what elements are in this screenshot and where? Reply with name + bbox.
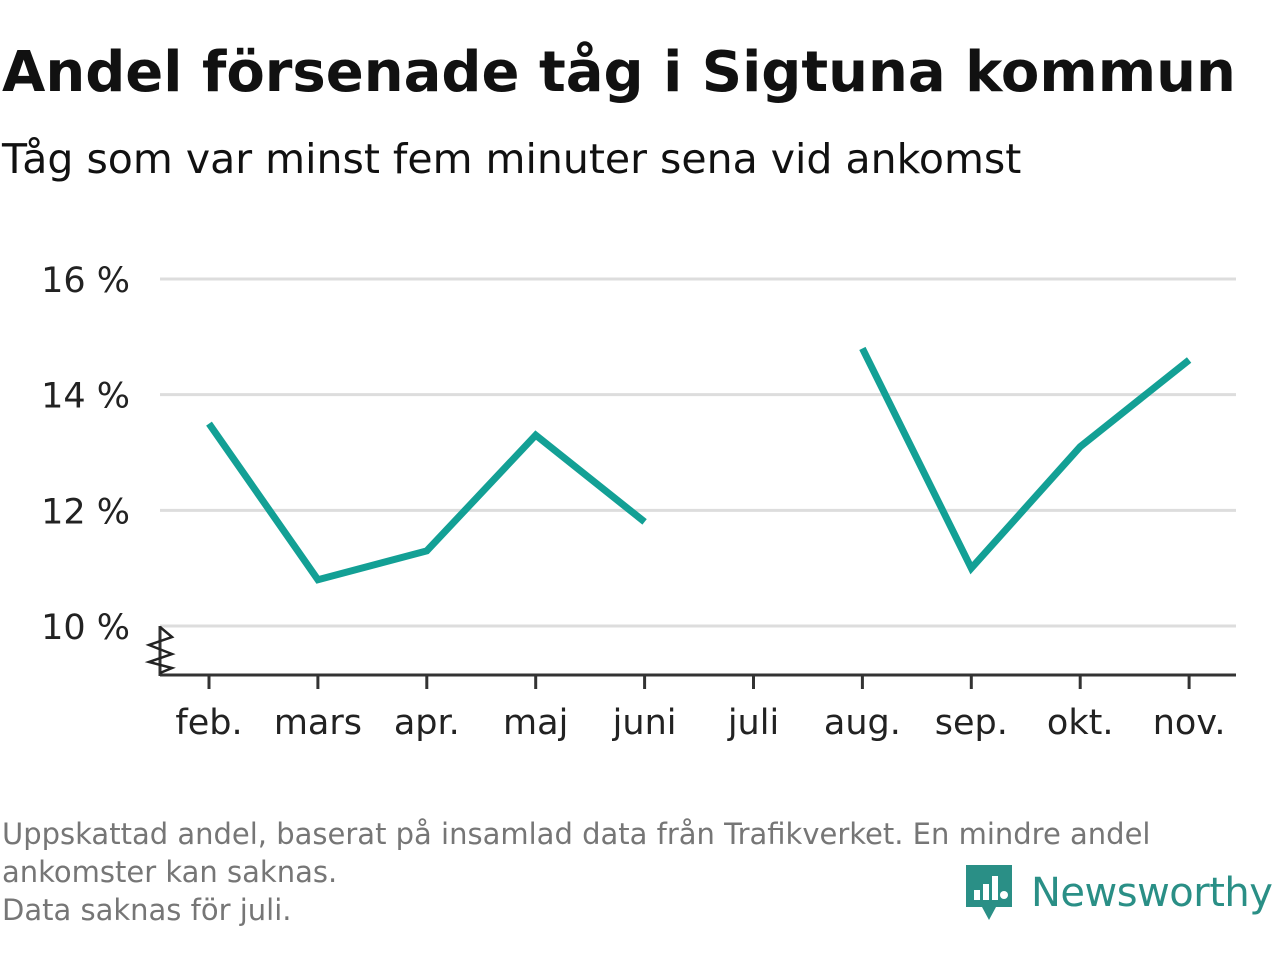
y-tick-label: 12 % xyxy=(41,492,130,532)
y-tick-label: 14 % xyxy=(41,377,130,417)
x-axis: feb. mars apr. maj juni juli aug. sep. okt. nov. xyxy=(144,626,1236,743)
footnote: Uppskattad andel, baserat på insamlad da… xyxy=(2,815,1272,929)
x-tick-label: sep. xyxy=(935,703,1008,743)
x-tick-label: nov. xyxy=(1153,703,1226,743)
y-axis-tick-labels: 10 % 12 % 14 % 16 % xyxy=(41,261,130,648)
axis-break-symbol xyxy=(144,626,176,675)
footnote-line-3: Data saknas för juli. xyxy=(2,893,292,927)
x-tick-label: aug. xyxy=(824,703,901,743)
footnote-line-2: ankomster kan saknas. xyxy=(2,855,338,889)
series-line-segment xyxy=(206,421,647,584)
x-tick-label: juni xyxy=(612,703,677,743)
x-tick-label: maj xyxy=(503,703,568,743)
x-tick-label: juli xyxy=(727,703,779,743)
x-tick-label: okt. xyxy=(1047,703,1114,743)
brand-logo: Newsworthy xyxy=(963,862,1273,924)
y-tick-label: 10 % xyxy=(41,608,130,648)
chart-subtitle: Tåg som var minst fem minuter sena vid a… xyxy=(2,135,1022,183)
brand-name: Newsworthy xyxy=(1031,870,1273,916)
x-tick-label: mars xyxy=(274,703,362,743)
newsworthy-logo-icon xyxy=(966,865,1012,920)
gridlines xyxy=(160,277,1236,628)
x-tick-label: apr. xyxy=(394,703,460,743)
footnote-line-1: Uppskattad andel, baserat på insamlad da… xyxy=(2,817,1151,851)
series-line-segment xyxy=(859,346,1192,575)
chart-title: Andel försenade tåg i Sigtuna kommun xyxy=(2,40,1236,105)
y-tick-label: 16 % xyxy=(41,261,130,301)
line-chart: 10 % 12 % 14 % 16 % feb. mars apr. maj juni juli… xyxy=(41,261,1236,743)
x-tick-label: feb. xyxy=(175,703,242,743)
series-layer xyxy=(206,346,1192,584)
